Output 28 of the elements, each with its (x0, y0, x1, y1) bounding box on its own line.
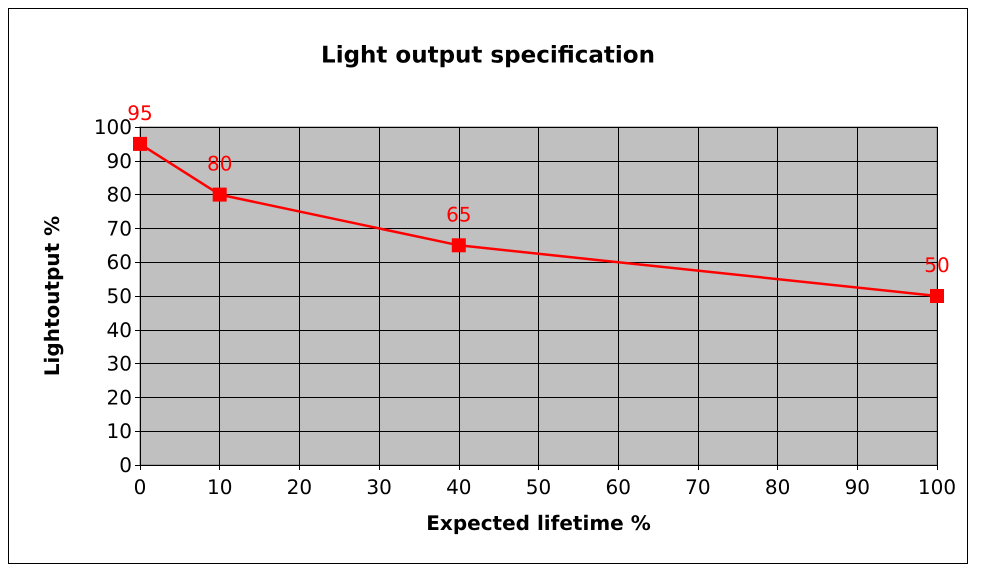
y-tick-label: 0 (119, 453, 132, 477)
chart-title: Light output specification (321, 42, 655, 68)
x-tick-label: 80 (764, 475, 790, 499)
y-tick-label: 30 (106, 352, 132, 376)
point (452, 238, 466, 252)
x-tick-label: 0 (134, 475, 146, 499)
y-tick-label: 10 (106, 419, 132, 444)
x-tick-label: 90 (844, 475, 870, 499)
y-tick-label: 80 (106, 182, 132, 207)
x-tick-label: 30 (366, 475, 392, 499)
point (930, 289, 944, 303)
y-tick-label: 70 (106, 216, 132, 240)
x-tick-label: 70 (685, 475, 711, 499)
y-tick-label: 90 (106, 148, 132, 173)
y-tick-label: 50 (106, 284, 132, 308)
y-tick-label: 20 (106, 385, 132, 410)
point (133, 136, 147, 151)
x-tick-label: 50 (526, 475, 552, 499)
x-tick-label: 10 (206, 475, 232, 499)
x-tick-label: 40 (446, 475, 472, 499)
x-tick-label: 100 (918, 475, 956, 499)
point (212, 188, 227, 202)
x-axis-title: Expected lifetime % (426, 511, 651, 535)
x-tick-label: 20 (286, 475, 312, 499)
x-tick-label: 60 (605, 475, 631, 499)
y-tick-label: 40 (106, 318, 132, 342)
y-axis-title: Lightoutput % (40, 216, 64, 376)
y-tick-label: 60 (106, 250, 132, 274)
